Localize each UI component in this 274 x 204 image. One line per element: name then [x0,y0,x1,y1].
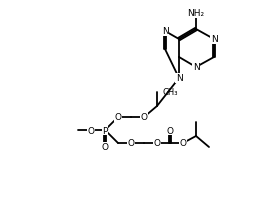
Text: P: P [102,126,108,135]
Text: O: O [167,126,173,135]
Text: NH₂: NH₂ [187,9,205,18]
Text: O: O [101,143,109,152]
Text: O: O [179,139,187,148]
Text: O: O [153,139,161,148]
Text: N: N [162,27,169,36]
Text: N: N [176,74,182,83]
Text: O: O [127,139,135,148]
Text: O: O [115,113,121,122]
Text: CH₃: CH₃ [162,88,178,97]
Text: N: N [193,63,199,72]
Text: O: O [87,126,95,135]
Text: O: O [141,113,147,122]
Text: N: N [211,35,217,44]
Text: P: P [102,126,108,135]
Text: O: O [101,143,109,152]
